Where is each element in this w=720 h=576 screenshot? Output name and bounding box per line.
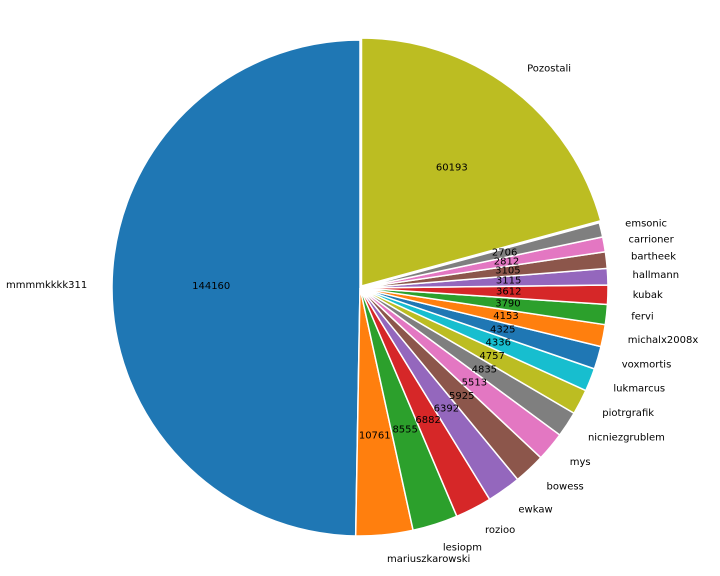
pie-value-label: 5925 xyxy=(449,391,474,402)
pie-value-label: 4835 xyxy=(472,364,497,375)
pie-value-label: 4325 xyxy=(490,324,515,335)
pie-value-label: 3612 xyxy=(496,287,521,298)
pie-category-label: voxmortis xyxy=(622,359,672,370)
pie-slices xyxy=(111,37,609,537)
pie-category-label: bowess xyxy=(547,482,584,493)
pie-value-label: 6392 xyxy=(434,404,459,415)
pie-category-label: piotrgrafik xyxy=(602,408,654,419)
pie-value-label: 4757 xyxy=(479,351,504,362)
pie-value-label: 60193 xyxy=(436,162,468,173)
pie-value-label: 2706 xyxy=(492,248,517,259)
pie-value-label: 2812 xyxy=(494,256,519,267)
pie-value-label: 3790 xyxy=(495,298,520,309)
pie-category-label: rozioo xyxy=(485,525,515,536)
pie-value-label: 144160 xyxy=(192,281,230,292)
pie-category-label: hallmann xyxy=(633,270,680,281)
pie-value-label: 6882 xyxy=(415,415,440,426)
pie-value-label: 3115 xyxy=(496,276,521,287)
pie-value-label: 5513 xyxy=(462,378,487,389)
pie-category-label: ewkaw xyxy=(518,505,552,516)
pie-slice-mmmmkkkk311 xyxy=(111,39,361,537)
pie-value-label: 10761 xyxy=(359,431,391,442)
pie-category-label: mariuszkarowski xyxy=(387,554,470,565)
pie-value-label: 3105 xyxy=(495,266,520,277)
pie-category-label: emsonic xyxy=(625,218,667,229)
pie-value-label: 4336 xyxy=(486,338,511,349)
pie-category-label: kubak xyxy=(633,290,663,301)
pie-category-label: fervi xyxy=(631,312,653,323)
pie-category-label: Pozostali xyxy=(527,64,571,75)
pie-value-label: 4153 xyxy=(493,311,518,322)
pie-category-label: mys xyxy=(570,457,591,468)
pie-slice-pozostali xyxy=(360,37,602,288)
pie-slice-emsonic xyxy=(359,221,604,289)
pie-category-label: nicniezgrublem xyxy=(588,432,665,443)
pie-category-label: michalx2008x xyxy=(628,335,699,346)
pie-category-label: lesiopm xyxy=(443,542,482,553)
pie-category-label: mmmmkkkk311 xyxy=(6,280,87,291)
pie-category-label: lukmarcus xyxy=(613,383,665,394)
pie-category-labels: mmmmkkkk311mariuszkarowskilesiopmroziooe… xyxy=(6,64,698,565)
pie-category-label: carrioner xyxy=(629,234,675,245)
pie-value-label: 8555 xyxy=(392,424,417,435)
pie-category-label: bartheek xyxy=(631,252,676,263)
